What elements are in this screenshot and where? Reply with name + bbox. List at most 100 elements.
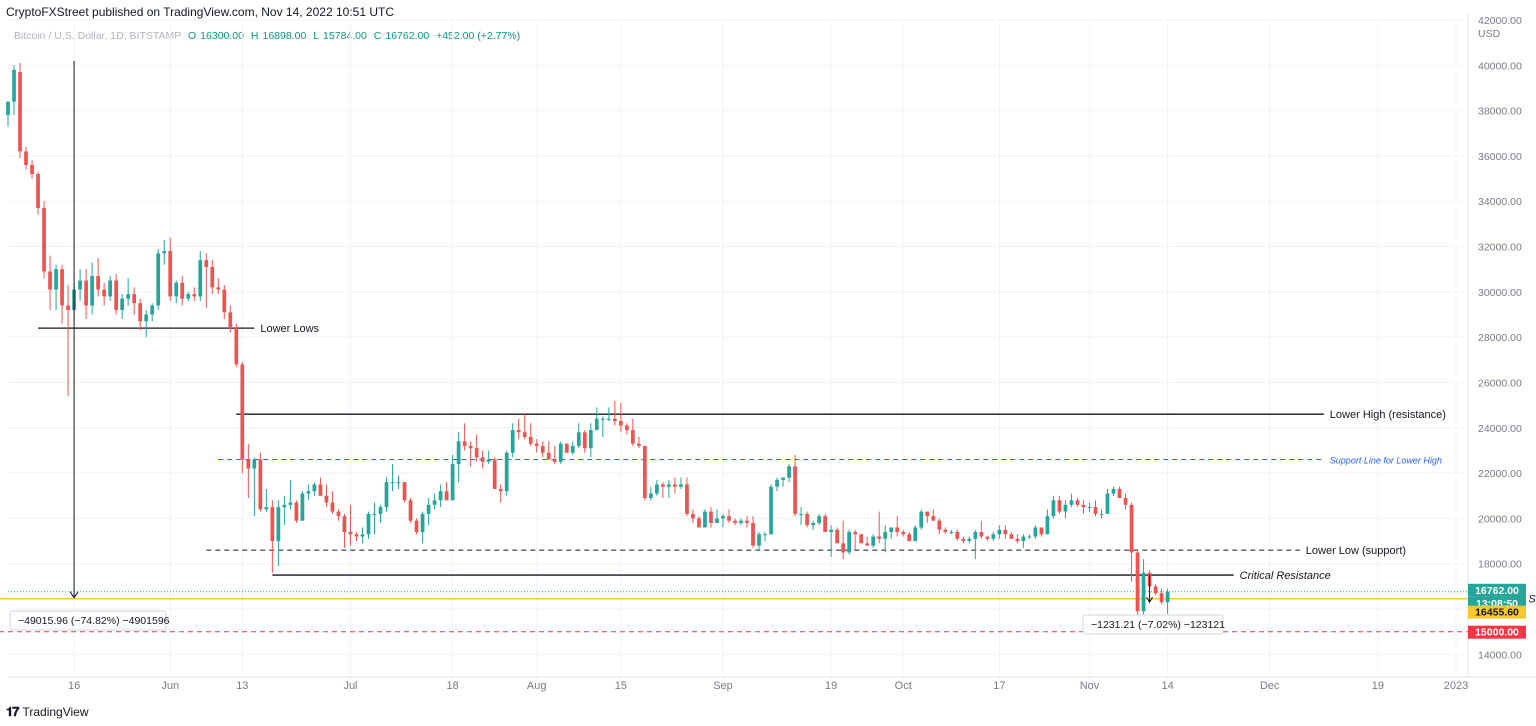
candle-body <box>877 536 882 539</box>
candle-body <box>919 511 924 528</box>
price-tick-label: 36000.00 <box>1478 151 1522 163</box>
chart-grid <box>8 19 1468 677</box>
measure-arrow-head <box>1146 596 1153 604</box>
candle-body <box>883 532 888 539</box>
candle-body <box>180 282 185 299</box>
candle-body <box>282 504 287 508</box>
ohlc-low: L 15784.00 <box>313 30 367 42</box>
candle-body <box>462 441 467 446</box>
price-tick-label: 20000.00 <box>1478 513 1522 525</box>
candle-body <box>438 491 443 501</box>
price-tick-label: 18000.00 <box>1478 559 1522 571</box>
candle-body <box>366 513 371 535</box>
candle-body <box>967 538 972 542</box>
target-price-label-bg <box>1468 625 1526 639</box>
candle-body <box>1033 527 1038 537</box>
candle-body <box>793 466 797 514</box>
time-tick-label: 19 <box>825 680 837 692</box>
candle-body <box>468 445 473 449</box>
candle-body <box>426 504 431 514</box>
candle-body <box>847 532 852 553</box>
time-tick-label: 13 <box>236 680 248 692</box>
candle-body <box>775 479 779 487</box>
candle-body <box>835 529 839 544</box>
candle-body <box>1135 552 1140 612</box>
price-tick-label: 40000.00 <box>1478 60 1522 72</box>
candle-body <box>156 253 161 306</box>
candle-body <box>721 516 725 519</box>
candle-body <box>1021 536 1026 542</box>
candlestick-series[interactable] <box>6 63 1170 619</box>
candle-body <box>624 425 629 431</box>
time-tick-label: Sep <box>713 680 733 692</box>
price-tick-label: 42000.00 <box>1478 15 1522 27</box>
time-tick-label: Oct <box>895 680 912 692</box>
candle-body <box>643 445 647 499</box>
candle-body <box>853 532 858 535</box>
candle-body <box>528 436 533 444</box>
candle-body <box>42 208 46 272</box>
time-tick-label: Jul <box>343 680 357 692</box>
candle-body <box>637 443 641 446</box>
candle-body <box>162 251 167 254</box>
candle-body <box>48 271 52 290</box>
candle-body <box>240 364 245 460</box>
candle-body <box>342 516 347 533</box>
candle-body <box>985 536 990 539</box>
level-label: Lower Low (support) <box>1306 545 1406 557</box>
candle-body <box>312 484 317 492</box>
candle-body <box>588 430 593 449</box>
candle-body <box>1093 507 1098 514</box>
candle-body <box>288 502 293 505</box>
candle-body <box>114 280 119 310</box>
candle-body <box>907 534 912 542</box>
candle-body <box>30 164 34 175</box>
price-axis-currency: USD <box>1478 28 1501 40</box>
candle-body <box>961 538 966 542</box>
candle-body <box>618 420 623 426</box>
time-tick-label: Aug <box>527 680 547 692</box>
candle-body <box>787 466 791 478</box>
time-tick-label: 17 <box>993 680 1005 692</box>
candle-body <box>1039 527 1044 535</box>
level-label: Critical Resistance <box>1240 570 1331 582</box>
time-tick-label: 19 <box>1372 680 1384 692</box>
candle-body <box>781 477 785 480</box>
candle-body <box>420 513 425 533</box>
candle-body <box>745 520 749 523</box>
time-tick-label: Nov <box>1080 680 1100 692</box>
price-tick-label: 28000.00 <box>1478 332 1522 344</box>
candle-body <box>66 305 70 310</box>
measure-arrow-head <box>69 591 79 599</box>
candle-body <box>108 280 113 297</box>
candle-body <box>1003 529 1008 535</box>
candle-body <box>811 522 815 526</box>
candle-body <box>396 482 401 484</box>
candle-body <box>60 269 64 306</box>
candle-body <box>757 534 761 546</box>
candle-body <box>168 251 173 297</box>
candle-body <box>492 459 497 489</box>
candle-body <box>12 69 16 102</box>
support-price-label: 16455.60 <box>1475 607 1519 619</box>
candle-body <box>973 532 978 539</box>
candle-body <box>841 543 846 553</box>
candle-body <box>78 280 82 290</box>
candle-body <box>264 507 269 510</box>
candle-body <box>198 260 203 297</box>
published-by-header: CryptoFXStreet published on TradingView.… <box>6 5 394 19</box>
candle-body <box>402 482 407 501</box>
time-tick-label: 16 <box>68 680 80 692</box>
candle-body <box>685 484 689 514</box>
candle-body <box>1141 572 1146 612</box>
candle-body <box>522 432 527 437</box>
candle-body <box>174 282 179 297</box>
last-price-label: 16762.00 <box>1475 585 1519 597</box>
candle-body <box>727 516 731 521</box>
candle-body <box>558 443 563 462</box>
candle-body <box>456 441 461 465</box>
candle-body <box>210 266 215 288</box>
candle-body <box>1105 493 1110 514</box>
